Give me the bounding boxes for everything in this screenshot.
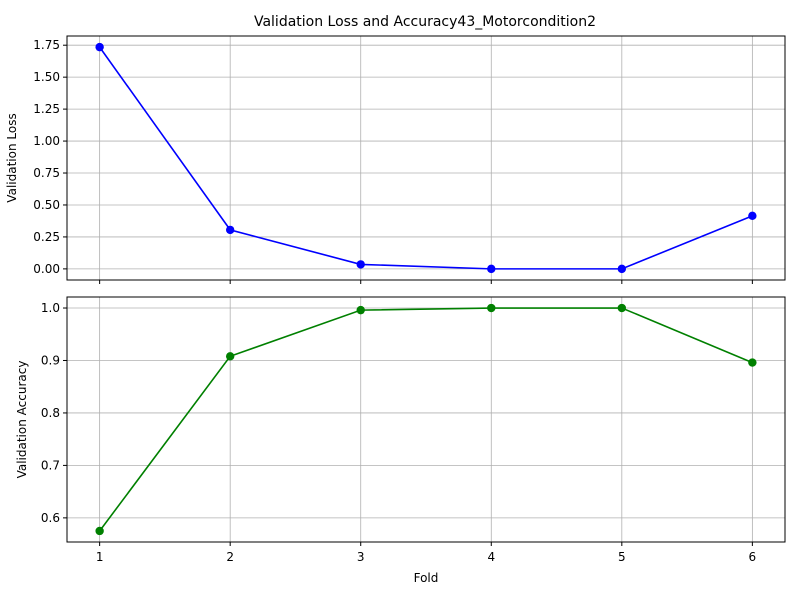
loss-y-tick-label: 0.50 bbox=[33, 198, 60, 212]
loss-axes-frame bbox=[66, 35, 786, 281]
loss-y-tick-label: 1.25 bbox=[33, 102, 60, 116]
accuracy-y-tick-label: 1.0 bbox=[41, 301, 60, 315]
accuracy-x-tick-label: 1 bbox=[96, 550, 104, 564]
loss-y-tick-label: 0.00 bbox=[33, 262, 60, 276]
loss-panel: 0.00 0.25 0.50 0.75 1.00 1.25 1.50 1.75 Validati… bbox=[5, 35, 786, 284]
loss-y-tick-label: 0.25 bbox=[33, 230, 60, 244]
accuracy-data-point bbox=[487, 303, 496, 313]
loss-data-point bbox=[95, 42, 104, 52]
accuracy-x-tick-label: 5 bbox=[618, 550, 626, 564]
loss-data-point bbox=[748, 211, 757, 221]
accuracy-y-tick-label: 0.9 bbox=[41, 353, 60, 367]
accuracy-x-tick-label: 4 bbox=[487, 550, 495, 564]
loss-series-line bbox=[98, 46, 753, 270]
loss-y-tick-label: 0.75 bbox=[33, 166, 60, 180]
accuracy-y-tick-label: 0.6 bbox=[41, 511, 60, 525]
accuracy-y-axis-label: Validation Accuracy bbox=[15, 361, 29, 479]
loss-data-point bbox=[356, 260, 365, 269]
accuracy-panel: 0.6 0.7 0.8 0.9 1.0 1 2 3 4 5 6 Validation Accuracy… bbox=[15, 296, 786, 585]
loss-y-axis-label: Validation Loss bbox=[5, 113, 19, 202]
accuracy-x-axis-label: Fold bbox=[414, 571, 439, 585]
accuracy-data-point bbox=[356, 305, 365, 315]
accuracy-data-point bbox=[748, 358, 757, 367]
accuracy-x-tick-label: 6 bbox=[749, 550, 757, 564]
loss-data-point bbox=[487, 264, 496, 274]
accuracy-data-point bbox=[225, 352, 235, 361]
loss-y-tick-label: 1.50 bbox=[33, 70, 60, 84]
accuracy-x-tick-label: 2 bbox=[226, 550, 234, 564]
accuracy-data-point bbox=[95, 526, 104, 536]
accuracy-y-tick-label: 0.7 bbox=[41, 458, 60, 472]
accuracy-series-line bbox=[98, 307, 753, 532]
loss-data-point bbox=[617, 264, 627, 274]
accuracy-y-tick-label: 0.8 bbox=[41, 406, 60, 420]
chart-title: Validation Loss and Accuracy43_Motorcond… bbox=[254, 14, 596, 30]
accuracy-data-point bbox=[617, 303, 627, 313]
accuracy-axes-frame bbox=[66, 296, 786, 543]
accuracy-x-tick-label: 3 bbox=[357, 550, 365, 564]
loss-y-tick-label: 1.00 bbox=[33, 134, 60, 148]
loss-y-tick-label: 1.75 bbox=[33, 38, 60, 52]
loss-data-point bbox=[225, 225, 235, 235]
